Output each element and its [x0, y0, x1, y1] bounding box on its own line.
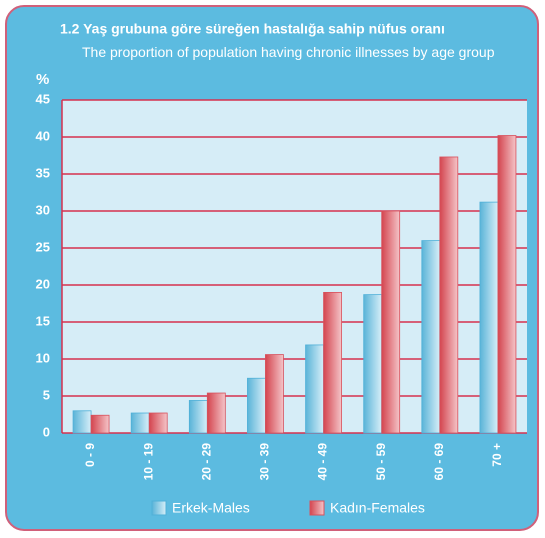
chart-title: 1.2 Yaş grubuna göre süreğen hastalığa s… — [60, 21, 445, 37]
x-tick-label: 40 - 49 — [316, 443, 330, 481]
chart-subtitle: The proportion of population having chro… — [82, 44, 495, 60]
x-tick-label: 70 + — [490, 443, 504, 467]
x-tick-label: 30 - 39 — [258, 443, 272, 481]
legend-label: Erkek-Males — [172, 500, 250, 516]
x-tick-label: 50 - 59 — [374, 443, 388, 481]
bar — [148, 412, 168, 434]
y-tick-label: 0 — [43, 424, 50, 439]
bar — [72, 410, 92, 434]
bar — [206, 392, 226, 434]
bar — [363, 294, 383, 434]
y-tick-label: 45 — [36, 91, 50, 106]
bar — [90, 414, 110, 434]
bar — [305, 344, 324, 434]
bar — [479, 201, 499, 434]
bar — [130, 412, 150, 434]
y-tick-label: 10 — [36, 350, 50, 365]
bar — [497, 135, 517, 434]
bar — [439, 156, 459, 434]
legend-swatch — [309, 500, 325, 516]
x-tick-label: 0 - 9 — [83, 443, 97, 467]
y-tick-label: 40 — [36, 128, 50, 143]
bar — [381, 210, 401, 434]
y-tick-label: 5 — [43, 387, 50, 402]
x-tick-label: 60 - 69 — [432, 443, 446, 481]
y-tick-label: 30 — [36, 202, 50, 217]
bar — [421, 240, 441, 434]
y-tick-label: 35 — [36, 165, 50, 180]
legend-swatch — [151, 500, 167, 516]
legend-label: Kadın-Females — [330, 500, 425, 516]
y-tick-label: 15 — [36, 313, 50, 328]
y-tick-label: 20 — [36, 276, 50, 291]
x-tick-label: 10 - 19 — [141, 443, 155, 481]
x-tick-label: 20 - 29 — [199, 443, 213, 481]
y-axis-label: % — [36, 71, 49, 88]
y-tick-label: 25 — [36, 239, 50, 254]
bar — [188, 400, 208, 434]
bar — [265, 354, 284, 434]
bar — [323, 291, 342, 434]
bar — [247, 377, 266, 434]
